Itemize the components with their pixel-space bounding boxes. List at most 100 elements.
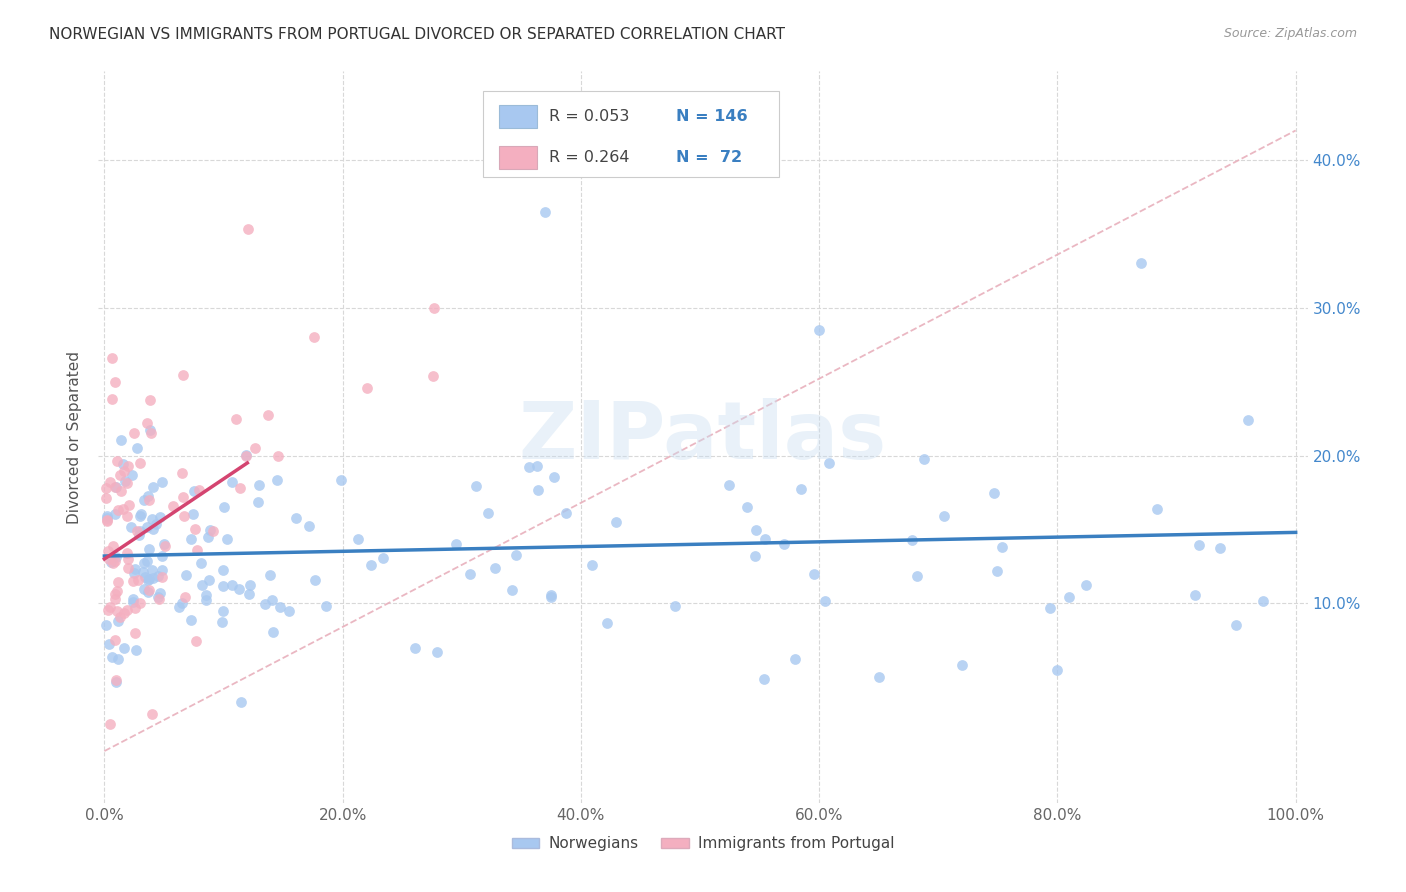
Point [149, 510, 172, 524]
Point [905, 569, 928, 583]
Point [540, 588, 562, 602]
Point [1146, 502, 1168, 516]
Point [868, 670, 890, 684]
Point [139, 425, 162, 440]
FancyBboxPatch shape [499, 145, 537, 169]
Point [1057, 590, 1080, 604]
Point [446, 537, 468, 551]
Point [145, 516, 167, 531]
Point [135, 416, 157, 430]
Point [121, 574, 143, 588]
Point [718, 478, 741, 492]
Point [990, 540, 1012, 554]
Point [152, 537, 174, 551]
Point [198, 523, 221, 537]
Point [97, 552, 120, 566]
Point [1225, 618, 1247, 632]
Point [96, 512, 118, 526]
Point [173, 509, 195, 524]
Point [245, 442, 267, 456]
Point [950, 658, 973, 673]
Point [790, 483, 813, 497]
Point [501, 583, 523, 598]
Point [356, 382, 378, 396]
Point [247, 495, 270, 509]
Y-axis label: Divorced or Separated: Divorced or Separated [67, 351, 83, 524]
Point [124, 626, 146, 640]
Point [1039, 601, 1062, 615]
Point [97, 603, 120, 617]
Point [142, 571, 165, 585]
Point [112, 464, 135, 478]
Point [284, 511, 307, 525]
Point [150, 475, 173, 489]
Point [150, 549, 173, 563]
Point [176, 568, 198, 582]
Point [211, 615, 233, 629]
Point [225, 411, 247, 425]
Point [201, 524, 224, 538]
Point [1076, 578, 1098, 592]
Point [132, 565, 155, 579]
Point [278, 604, 301, 618]
Point [1209, 541, 1232, 556]
Point [149, 586, 172, 600]
Point [115, 603, 138, 617]
Point [932, 508, 955, 523]
Point [117, 458, 139, 473]
Point [1188, 538, 1211, 552]
Point [110, 433, 132, 447]
Point [262, 592, 284, 607]
Point [814, 594, 837, 608]
Point [404, 640, 426, 655]
Point [212, 604, 235, 618]
Point [517, 460, 540, 475]
Point [180, 533, 202, 547]
Point [94, 617, 117, 632]
Point [347, 532, 370, 546]
Text: N =  72: N = 72 [676, 150, 742, 165]
Point [122, 592, 145, 607]
Point [141, 563, 163, 577]
Point [1237, 413, 1260, 427]
Point [744, 549, 766, 564]
Point [101, 650, 124, 665]
Point [104, 592, 127, 607]
Point [104, 480, 127, 494]
Point [302, 330, 325, 344]
Point [986, 564, 1008, 578]
Point [112, 606, 135, 620]
Point [105, 675, 128, 690]
Point [122, 566, 145, 580]
Point [142, 522, 165, 536]
Point [132, 492, 155, 507]
Point [983, 486, 1005, 500]
Point [526, 458, 548, 473]
Point [125, 524, 148, 538]
Point [464, 479, 486, 493]
Point [98, 717, 121, 731]
Point [141, 512, 163, 526]
Point [112, 501, 135, 516]
Point [484, 561, 506, 575]
Point [129, 524, 152, 539]
Point [186, 542, 208, 557]
Point [162, 499, 184, 513]
Point [114, 475, 136, 489]
Point [136, 520, 159, 534]
Point [745, 523, 768, 537]
Point [235, 448, 257, 462]
Point [360, 558, 382, 573]
Point [108, 610, 131, 624]
Point [115, 546, 138, 560]
Point [1046, 663, 1069, 677]
Point [231, 695, 253, 709]
Point [426, 645, 449, 659]
Text: N = 146: N = 146 [676, 109, 748, 124]
FancyBboxPatch shape [499, 105, 537, 128]
Point [129, 508, 152, 523]
Point [138, 572, 160, 586]
Point [170, 466, 193, 480]
Point [122, 426, 145, 441]
FancyBboxPatch shape [482, 91, 779, 178]
